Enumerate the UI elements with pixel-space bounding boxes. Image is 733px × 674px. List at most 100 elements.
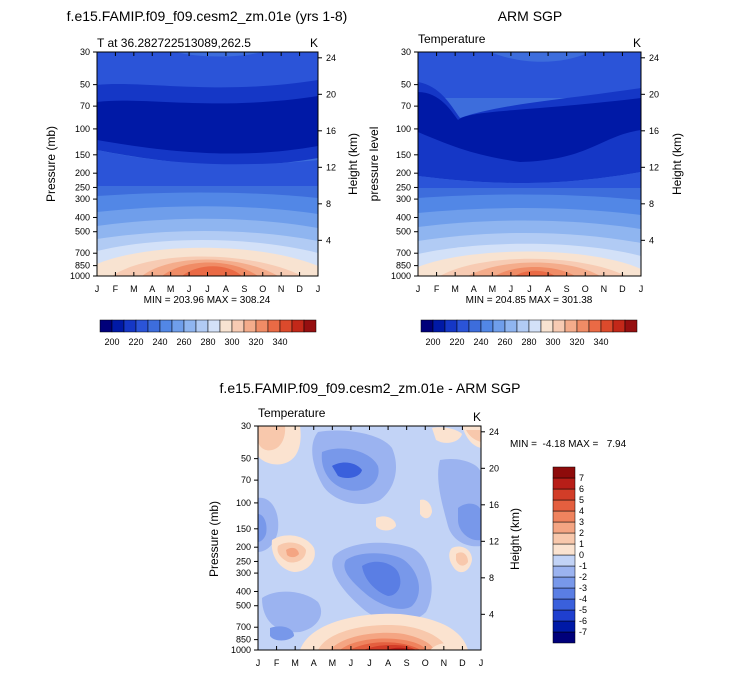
y-tick-label: 50	[401, 80, 411, 90]
height-tick-label: 8	[489, 573, 494, 583]
x-tick-label: M	[329, 658, 337, 668]
y-tick-label: 500	[236, 601, 251, 611]
y-tick-label: 1000	[70, 271, 90, 281]
panel-3-min-max: MIN = -4.18 MAX = 7.94	[510, 439, 627, 450]
panel-1-y-label: Pressure (mb)	[44, 126, 58, 202]
y-tick-label: 700	[236, 622, 251, 632]
colorbar-swatch	[468, 319, 482, 333]
height-tick-label: 4	[489, 609, 494, 619]
x-tick-label: J	[479, 658, 484, 668]
y-tick-label: 70	[401, 101, 411, 111]
x-tick-label: A	[385, 658, 391, 668]
x-tick-label: J	[95, 284, 100, 294]
colorbar-label: 300	[545, 337, 560, 347]
colorbar-swatch	[552, 488, 576, 501]
colorbar-swatch	[99, 319, 113, 333]
y-tick-label: 300	[75, 194, 90, 204]
colorbar-label: -7	[579, 627, 587, 637]
y-tick-label: 850	[396, 261, 411, 271]
x-tick-label: J	[639, 284, 644, 294]
y-tick-label: 30	[241, 421, 251, 431]
colorbar-swatch	[552, 620, 576, 633]
x-tick-label: J	[256, 658, 261, 668]
height-tick-label: 8	[649, 199, 654, 209]
y-tick-label: 200	[396, 168, 411, 178]
colorbar-label: -4	[579, 594, 587, 604]
colorbar-swatch	[552, 598, 576, 611]
colorbar-label: 260	[497, 337, 512, 347]
y-tick-label: 300	[396, 194, 411, 204]
colorbar-label: 3	[579, 517, 584, 527]
colorbar-label: 220	[449, 337, 464, 347]
y-tick-label: 70	[80, 101, 90, 111]
colorbar-label: 200	[104, 337, 119, 347]
x-tick-label: F	[274, 658, 280, 668]
y-tick-label: 1000	[391, 271, 411, 281]
colorbar-label: 7	[579, 473, 584, 483]
colorbar-label: 340	[593, 337, 608, 347]
x-tick-label: S	[241, 284, 247, 294]
x-tick-label: N	[441, 658, 448, 668]
panel-3-contour-field	[258, 426, 481, 650]
colorbar-label: 2	[579, 528, 584, 538]
x-tick-label: F	[113, 284, 119, 294]
height-tick-label: 20	[326, 89, 336, 99]
colorbar-swatch	[135, 319, 149, 333]
panel-1-units: K	[310, 36, 318, 50]
panel-2-min-max: MIN = 204.85 MAX = 301.38	[466, 295, 593, 306]
colorbar-swatch	[291, 319, 305, 333]
y-tick-label: 1000	[231, 645, 251, 655]
panel-3-height-label: Height (km)	[508, 508, 522, 570]
y-tick-label: 300	[236, 568, 251, 578]
panel-2-title: ARM SGP	[498, 8, 563, 24]
x-tick-label: S	[564, 284, 570, 294]
x-tick-label: J	[187, 284, 192, 294]
panel-1-min-max: MIN = 203.96 MAX = 308.24	[144, 295, 271, 306]
colorbar-swatch	[552, 499, 576, 512]
panel-1-title: f.e15.FAMIP.f09_f09.cesm2_zm.01e (yrs 1-…	[67, 8, 348, 24]
x-tick-label: A	[471, 284, 477, 294]
y-tick-label: 850	[236, 635, 251, 645]
x-tick-label: M	[489, 284, 497, 294]
colorbar-swatch	[420, 319, 434, 333]
colorbar-swatch	[219, 319, 233, 333]
colorbar-swatch	[552, 521, 576, 534]
height-tick-label: 4	[326, 235, 331, 245]
colorbar-swatch	[552, 609, 576, 622]
x-tick-label: M	[167, 284, 175, 294]
x-tick-label: O	[422, 658, 429, 668]
panel-3-height-axis: 24 20 16 12 8 4	[481, 427, 499, 619]
colorbar-swatch	[171, 319, 185, 333]
x-tick-label: D	[296, 284, 303, 294]
y-tick-label: 200	[75, 168, 90, 178]
colorbar-swatch	[552, 477, 576, 490]
colorbar-label: 4	[579, 506, 584, 516]
x-tick-label: M	[451, 284, 459, 294]
colorbar-swatch	[540, 319, 554, 333]
panel-3-subtitle: Temperature	[258, 406, 326, 420]
figure-title: f.e15.FAMIP.f09_f09.cesm2_zm.01e - ARM S…	[220, 380, 521, 396]
panel-1-height-label: Height (km)	[346, 133, 360, 195]
colorbar-swatch	[456, 319, 470, 333]
colorbar-label: 6	[579, 484, 584, 494]
y-tick-label: 400	[396, 212, 411, 222]
x-tick-label: J	[367, 658, 372, 668]
colorbar-label: 5	[579, 495, 584, 505]
x-tick-label: D	[459, 658, 466, 668]
colorbar-swatch	[432, 319, 446, 333]
colorbar-swatch	[243, 319, 257, 333]
y-tick-label: 50	[80, 80, 90, 90]
colorbar-label: 260	[176, 337, 191, 347]
colorbar-swatch	[231, 319, 245, 333]
height-tick-label: 8	[326, 199, 331, 209]
colorbar-swatch	[552, 510, 576, 523]
y-tick-label: 500	[75, 227, 90, 237]
colorbar-swatch	[588, 319, 602, 333]
panel-2-colorbar: 200 220 240 260 280 300 320 340	[420, 319, 638, 347]
panel-model-temperature: f.e15.FAMIP.f09_f09.cesm2_zm.01e (yrs 1-…	[44, 8, 360, 347]
